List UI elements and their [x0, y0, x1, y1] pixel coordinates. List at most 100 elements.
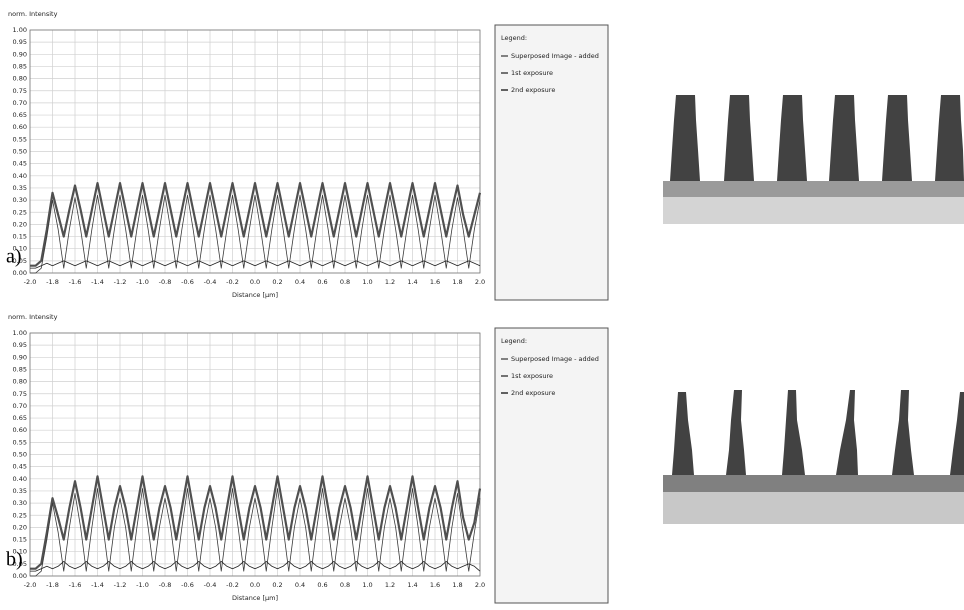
x-tick-label: -1.6 [69, 581, 82, 589]
y-tick-label: 0.15 [13, 536, 27, 544]
x-tick-label: -1.2 [114, 278, 127, 286]
x-tick-label: -0.6 [181, 581, 194, 589]
y-tick-label: 0.00 [13, 572, 27, 580]
x-tick-label: -1.6 [69, 278, 82, 286]
x-tick-label: -0.2 [226, 581, 239, 589]
x-tick-label: -1.2 [114, 581, 127, 589]
x-tick-label: 0.0 [250, 278, 260, 286]
x-tick-label: 0.4 [295, 278, 305, 286]
x-tick-label: 1.6 [430, 278, 440, 286]
y-tick-label: 0.55 [13, 438, 27, 446]
y-tick-label: 0.40 [13, 475, 27, 483]
y-tick-label: 0.45 [13, 463, 27, 471]
legend-label: 2nd exposure [511, 389, 555, 397]
y-tick-label: 0.90 [13, 50, 27, 58]
y-tick-label: 0.80 [13, 378, 27, 386]
plot-frame [29, 332, 481, 577]
plot-frame [29, 29, 481, 274]
x-tick-label: 0.8 [340, 278, 350, 286]
y-tick-label: 0.05 [13, 257, 27, 265]
legend-label: 2nd exposure [511, 86, 555, 94]
legend-title: Legend: [501, 337, 527, 345]
x-tick-label: 0.8 [340, 581, 350, 589]
y-tick-label: 0.70 [13, 99, 27, 107]
y-tick-label: 0.65 [13, 414, 27, 422]
y-tick-label: 0.00 [13, 269, 27, 277]
legend-label: Superposed Image - added [511, 52, 599, 60]
x-tick-label: 1.8 [452, 581, 462, 589]
x-tick-label: 1.6 [430, 581, 440, 589]
y-tick-label: 0.85 [13, 62, 27, 70]
y-tick-label: 0.60 [13, 426, 27, 434]
y-tick-label: 0.20 [13, 220, 27, 228]
y-tick-label: 0.50 [13, 451, 27, 459]
y-tick-label: 0.30 [13, 196, 27, 204]
x-tick-label: 2.0 [475, 278, 485, 286]
x-tick-label: -2.0 [24, 278, 37, 286]
x-tick-label: 0.6 [317, 278, 327, 286]
legend-label: Superposed Image - added [511, 355, 599, 363]
y-tick-label: 0.50 [13, 148, 27, 156]
profile-b [663, 390, 964, 524]
x-tick-label: -2.0 [24, 581, 37, 589]
x-tick-label: 1.2 [385, 278, 395, 286]
x-tick-label: -0.8 [159, 581, 172, 589]
x-tick-label: 1.4 [407, 581, 417, 589]
y-tick-label: 0.45 [13, 160, 27, 168]
x-tick-label: -1.4 [91, 278, 104, 286]
y-tick-label: 0.25 [13, 208, 27, 216]
x-tick-label: 0.6 [317, 581, 327, 589]
y-tick-label: 0.10 [13, 245, 27, 253]
x-tick-label: -0.8 [159, 278, 172, 286]
y-tick-label: 0.20 [13, 523, 27, 531]
y-tick-label: 1.00 [13, 329, 27, 337]
y-tick-label: 0.95 [13, 341, 27, 349]
panel-label: b) [6, 549, 23, 571]
y-tick-label: 0.35 [13, 184, 27, 192]
series-line [30, 475, 482, 570]
profile-a [663, 95, 964, 224]
y-tick-label: 0.30 [13, 499, 27, 507]
x-tick-label: 2.0 [475, 581, 485, 589]
x-tick-label: 0.2 [272, 581, 282, 589]
x-tick-label: 1.0 [362, 278, 372, 286]
x-tick-label: 0.4 [295, 581, 305, 589]
y-tick-label: 0.05 [13, 560, 27, 568]
series-line [30, 260, 481, 269]
legend-label: 1st exposure [511, 372, 553, 380]
x-tick-label: -0.4 [204, 278, 217, 286]
x-tick-label: 0.0 [250, 581, 260, 589]
y-tick-label: 0.75 [13, 390, 27, 398]
legend-box [494, 24, 609, 301]
y-tick-label: 0.55 [13, 135, 27, 143]
x-tick-label: -1.8 [46, 581, 59, 589]
legend-label: 1st exposure [511, 69, 553, 77]
x-tick-label: 0.2 [272, 278, 282, 286]
x-tick-label: 1.8 [452, 278, 462, 286]
y-tick-label: 0.80 [13, 75, 27, 83]
y-axis-label: norm. Intensity [8, 10, 58, 18]
y-tick-label: 0.35 [13, 487, 27, 495]
y-tick-label: 0.75 [13, 87, 27, 95]
x-tick-label: -0.2 [226, 278, 239, 286]
y-axis-label: norm. Intensity [8, 313, 58, 321]
legend: Legend: Superposed Image - added 1st expos… [494, 24, 609, 301]
y-tick-label: 0.95 [13, 38, 27, 46]
legend-box [494, 327, 609, 604]
x-axis-label: Distance [µm] [232, 594, 278, 602]
y-tick-label: 0.10 [13, 548, 27, 556]
y-tick-label: 0.15 [13, 233, 27, 241]
x-tick-label: -1.0 [136, 278, 149, 286]
x-tick-label: -1.8 [46, 278, 59, 286]
x-tick-label: 1.4 [407, 278, 417, 286]
y-tick-label: 0.70 [13, 402, 27, 410]
y-tick-label: 0.40 [13, 172, 27, 180]
x-tick-label: -0.4 [204, 581, 217, 589]
y-tick-label: 0.85 [13, 365, 27, 373]
x-tick-label: -0.6 [181, 278, 194, 286]
y-tick-label: 0.65 [13, 111, 27, 119]
x-axis-label: Distance [µm] [232, 291, 278, 299]
y-tick-label: 0.90 [13, 353, 27, 361]
series-line [30, 488, 481, 577]
